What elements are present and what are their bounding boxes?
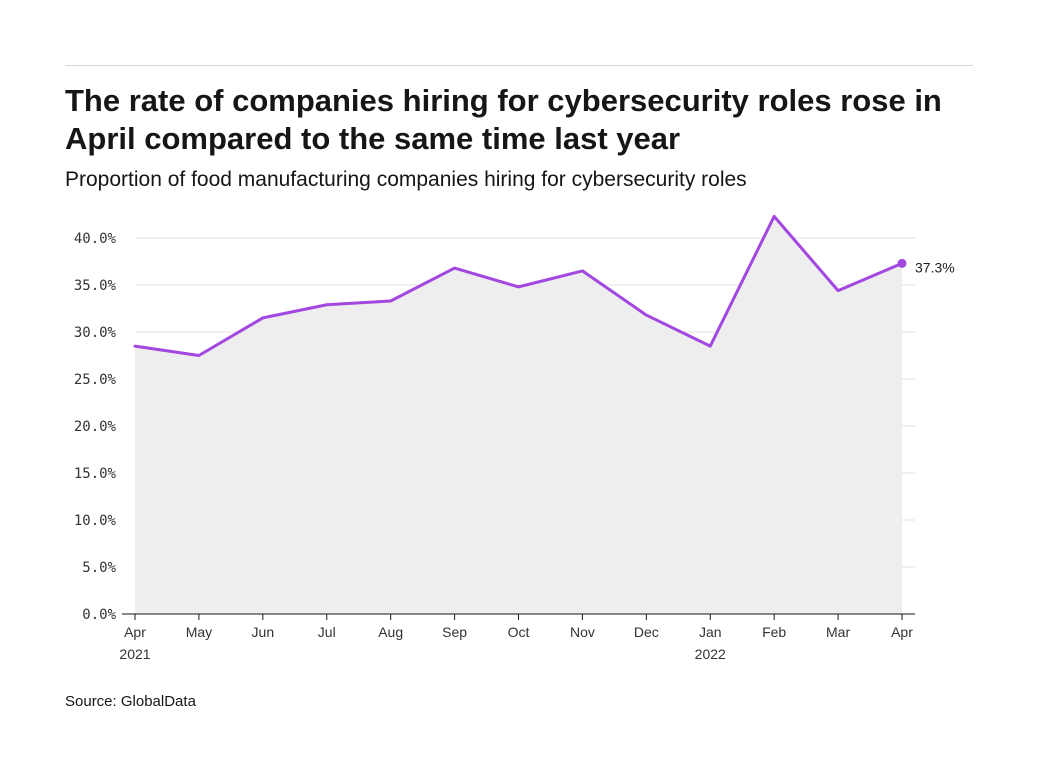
end-point-marker — [897, 258, 907, 268]
line-area-chart: 0.0% 5.0% 10.0% 15.0% 20.0% 25.0% 30.0% 35.0% 40… — [74, 214, 955, 662]
end-value-label: 37.3% — [915, 259, 955, 275]
x-tick-label: Apr — [124, 624, 146, 640]
x-tick-label: Sep — [442, 624, 467, 640]
x-tick-label: Oct — [508, 624, 530, 640]
y-tick-label: 30.0% — [74, 325, 117, 341]
x-tick-label: Apr — [891, 624, 913, 640]
x-tick-label: Jul — [318, 624, 336, 640]
x-tick-label: Feb — [762, 624, 786, 640]
x-tick-label: Jun — [252, 624, 275, 640]
x-tick-label: Mar — [826, 624, 850, 640]
x-tick-label: Nov — [570, 624, 595, 640]
y-tick-label: 35.0% — [74, 278, 117, 294]
chart-title: The rate of companies hiring for cyberse… — [65, 83, 942, 156]
x-tick-label: Aug — [378, 624, 403, 640]
area-fill — [135, 216, 902, 614]
x-year-label: 2021 — [119, 646, 150, 662]
y-tick-label: 40.0% — [74, 231, 117, 247]
y-tick-label: 5.0% — [82, 560, 116, 576]
series-line — [133, 214, 904, 357]
y-tick-label: 15.0% — [74, 466, 117, 482]
y-tick-label: 10.0% — [74, 513, 117, 529]
x-year-label: 2022 — [695, 646, 726, 662]
y-tick-label: 20.0% — [74, 419, 117, 435]
x-tick-label: Jan — [699, 624, 722, 640]
y-tick-label: 0.0% — [82, 607, 116, 623]
source-note: Source: GlobalData — [65, 693, 196, 710]
y-tick-label: 25.0% — [74, 372, 117, 388]
top-divider — [65, 65, 973, 66]
x-tick-label: Dec — [634, 624, 659, 640]
x-tick-label: May — [186, 624, 212, 640]
chart-subtitle: Proportion of food manufacturing compani… — [65, 168, 747, 191]
